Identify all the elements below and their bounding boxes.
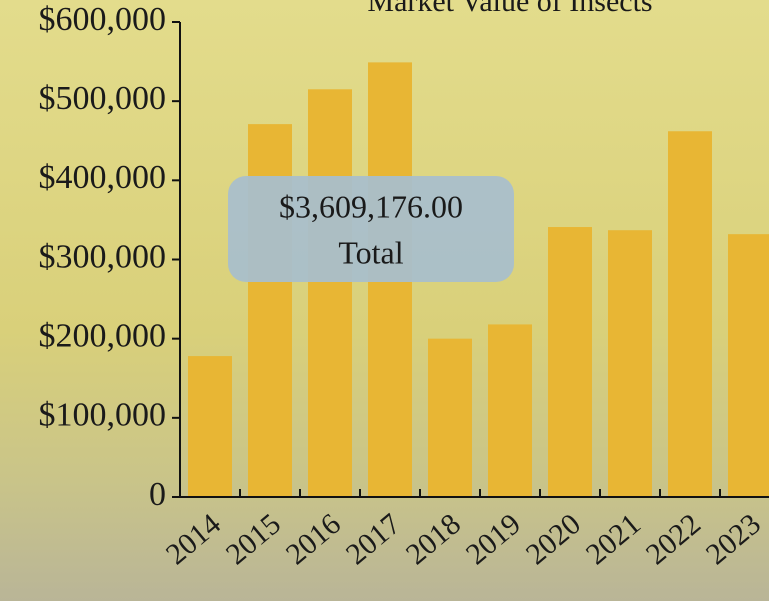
y-tick-label: 0 bbox=[149, 476, 166, 513]
bar bbox=[428, 338, 472, 497]
y-tick-label: $300,000 bbox=[39, 238, 167, 275]
chart-title: Market Value of Insects bbox=[367, 0, 652, 18]
bar bbox=[728, 234, 769, 497]
annotation-value: $3,609,176.00 bbox=[279, 188, 463, 224]
y-tick-label: $100,000 bbox=[39, 397, 167, 434]
y-tick-label: $500,000 bbox=[39, 80, 167, 117]
bar bbox=[188, 356, 232, 497]
y-tick-label: $400,000 bbox=[39, 159, 167, 196]
bar bbox=[488, 324, 532, 497]
bar bbox=[608, 230, 652, 498]
y-tick-label: $600,000 bbox=[39, 1, 167, 38]
y-tick-label: $200,000 bbox=[39, 317, 167, 354]
bar bbox=[308, 89, 352, 498]
annotation-box bbox=[228, 176, 514, 282]
annotation-label: Total bbox=[338, 234, 403, 270]
bar bbox=[548, 227, 592, 497]
bar bbox=[668, 131, 712, 497]
